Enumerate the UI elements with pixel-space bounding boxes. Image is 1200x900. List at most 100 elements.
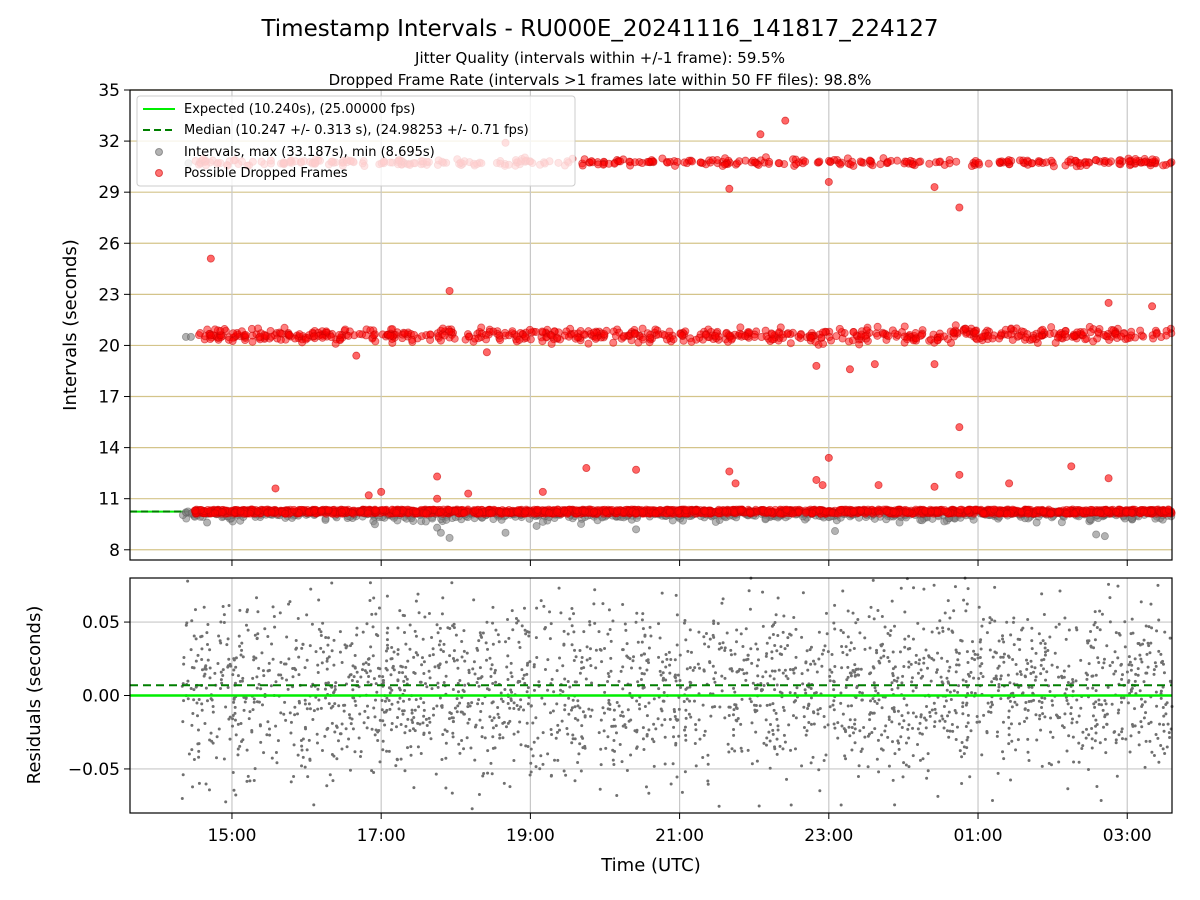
- residual-point: [422, 660, 426, 664]
- residual-point: [578, 742, 582, 746]
- dropped-frame-point: [884, 332, 893, 341]
- residual-point: [226, 685, 230, 689]
- residual-point: [911, 726, 915, 730]
- residual-point: [528, 773, 532, 777]
- residual-point: [580, 724, 584, 728]
- dropped-frame-point: [733, 159, 742, 168]
- dropped-frame-point: [1049, 162, 1058, 171]
- dropped-frame-point: [538, 327, 547, 336]
- residual-point: [543, 702, 547, 706]
- residual-point: [226, 637, 230, 641]
- residual-point: [594, 666, 598, 670]
- residual-point: [677, 734, 681, 738]
- residual-point: [877, 659, 881, 663]
- residual-point: [988, 648, 992, 652]
- residual-point: [906, 711, 910, 715]
- residual-point: [550, 732, 554, 736]
- residual-point: [1079, 658, 1083, 662]
- residual-point: [683, 770, 687, 774]
- residual-point: [364, 661, 368, 665]
- residual-point: [968, 775, 972, 779]
- residual-point: [911, 637, 915, 641]
- dropped-frame-outlier-point: [1104, 298, 1113, 307]
- residual-point: [635, 699, 639, 703]
- residual-point: [307, 738, 311, 742]
- residual-point: [609, 656, 613, 660]
- residual-point: [850, 726, 854, 730]
- residual-point: [519, 705, 523, 709]
- residual-point: [832, 688, 836, 692]
- dropped-frame-point: [1140, 158, 1149, 167]
- residual-point: [489, 761, 493, 765]
- residual-point: [236, 753, 240, 757]
- residual-point: [804, 733, 808, 737]
- dropped-frame-point: [1081, 335, 1090, 344]
- residual-point: [841, 712, 845, 716]
- residual-point: [1150, 626, 1154, 630]
- dropped-frame-point: [663, 158, 672, 167]
- residual-point: [1034, 675, 1038, 679]
- residual-point: [410, 718, 414, 722]
- residual-point: [453, 706, 457, 710]
- dropped-frame-point: [782, 505, 791, 514]
- residual-point: [764, 654, 768, 658]
- residual-point: [773, 688, 777, 692]
- residual-point: [1026, 661, 1030, 665]
- residual-point: [389, 673, 393, 677]
- residual-point: [246, 774, 250, 778]
- residual-point: [824, 753, 828, 757]
- residual-point: [811, 659, 815, 663]
- dropped-frame-outlier-point: [1148, 302, 1157, 311]
- residual-point: [619, 669, 623, 673]
- residual-point: [663, 718, 667, 722]
- residual-point: [506, 617, 510, 621]
- residual-point: [669, 657, 673, 661]
- dropped-frame-point: [639, 335, 648, 344]
- dropped-frame-point: [411, 507, 420, 516]
- residual-point: [884, 724, 888, 728]
- dropped-frame-point: [1152, 329, 1161, 338]
- residual-point: [876, 608, 880, 612]
- dropped-frame-point: [203, 505, 212, 514]
- residual-point: [750, 721, 754, 725]
- residual-point: [1152, 672, 1156, 676]
- residual-point: [588, 623, 592, 627]
- residual-point: [753, 708, 757, 712]
- residual-point: [684, 687, 688, 691]
- dropped-frame-point: [502, 508, 511, 517]
- residual-point: [1071, 680, 1075, 684]
- residual-point: [959, 638, 963, 642]
- dropped-frame-outlier-point: [206, 254, 215, 263]
- residual-point: [647, 728, 651, 732]
- residual-point: [1097, 661, 1101, 665]
- residual-point: [403, 769, 407, 773]
- residual-point: [1042, 612, 1046, 616]
- residual-point: [213, 671, 217, 675]
- residual-point: [661, 699, 665, 703]
- residual-point: [423, 682, 427, 686]
- residual-point: [306, 775, 310, 779]
- residual-point: [245, 779, 249, 783]
- residual-point: [414, 634, 418, 638]
- residual-point: [980, 624, 984, 628]
- residual-point: [1128, 750, 1132, 754]
- residual-point: [950, 629, 954, 633]
- dropped-frame-point: [1127, 508, 1136, 517]
- residual-point: [890, 681, 894, 685]
- residual-point: [221, 668, 225, 672]
- residual-point: [552, 690, 556, 694]
- residual-point: [541, 762, 545, 766]
- residual-point: [385, 594, 389, 598]
- residual-point: [252, 700, 256, 704]
- dropped-frame-point: [450, 507, 459, 516]
- residual-point: [1091, 714, 1095, 718]
- residual-point: [243, 700, 247, 704]
- dropped-frame-point: [1166, 159, 1175, 168]
- residual-point: [1026, 618, 1030, 622]
- residual-point: [936, 651, 940, 655]
- residual-point: [1154, 690, 1158, 694]
- residual-point: [774, 613, 778, 617]
- residual-point: [893, 803, 897, 807]
- residual-point: [659, 673, 663, 677]
